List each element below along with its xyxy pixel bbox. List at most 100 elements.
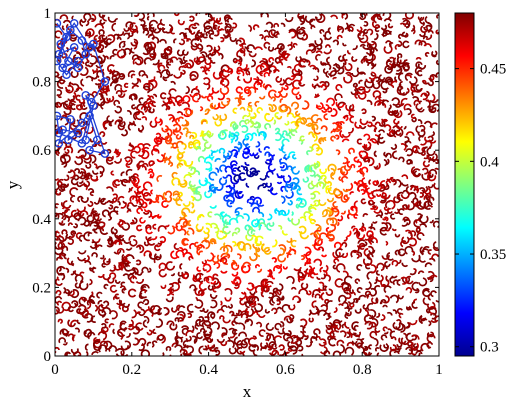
contour-segment [290, 239, 297, 248]
contour-segment [352, 45, 358, 51]
contour-segment [323, 312, 331, 321]
contour-segment [145, 226, 153, 235]
contour-segment [291, 101, 300, 110]
contour-segment [408, 319, 418, 326]
contour-segment [170, 250, 179, 260]
contour-segment [252, 152, 259, 157]
contour-segment [129, 142, 135, 148]
contour-segment [312, 66, 320, 73]
contour-segment [364, 79, 374, 89]
contour-segment [92, 67, 98, 73]
contour-segment [323, 104, 330, 111]
contour-segment [208, 154, 215, 160]
contour-segment [118, 220, 127, 228]
contour-segment [383, 124, 392, 132]
contour-segment [408, 76, 418, 85]
contour-segment [181, 248, 188, 254]
contour-segment [149, 173, 154, 179]
contour-segment [233, 282, 240, 290]
contour-segment [63, 253, 67, 260]
contour-segment [343, 236, 348, 242]
contour-segment [97, 300, 103, 305]
contour-segment [385, 240, 389, 246]
contour-segment [230, 261, 238, 267]
contour-segment [160, 69, 171, 79]
contour-segment [176, 162, 184, 169]
contour-segment [157, 333, 165, 341]
contour-segment [255, 140, 261, 148]
contour-segment [435, 72, 439, 79]
contour-segment [204, 63, 212, 70]
contour-segment [372, 90, 382, 99]
contour-segment [230, 121, 236, 128]
contour-segment [240, 42, 247, 47]
contour-segment [189, 284, 197, 292]
contour-segment [78, 170, 84, 179]
contour-segment [209, 299, 218, 309]
contour-segment [152, 93, 158, 98]
contour-segment [363, 28, 369, 34]
contour-segment [279, 161, 288, 172]
contour-segment [201, 147, 206, 152]
contour-segment [417, 352, 421, 356]
contour-segment [55, 189, 62, 196]
colorbar-tick-label: 0.45 [480, 62, 506, 78]
contour-segment [378, 129, 386, 133]
contour-segment [199, 307, 205, 312]
contour-segment [415, 125, 420, 134]
contour-segment [357, 184, 367, 191]
contour-segment [87, 200, 94, 207]
contour-segment [383, 159, 388, 167]
contour-segment [391, 275, 398, 279]
contour-segment [97, 273, 105, 278]
contour-segment [379, 343, 389, 352]
contour-segment [169, 26, 176, 35]
contour-segment [70, 270, 75, 276]
contour-segment [74, 269, 79, 276]
contour-segment [357, 239, 366, 244]
contour-segment [198, 277, 204, 283]
contour-segment [64, 148, 70, 155]
contour-segment [55, 306, 60, 315]
contour-segment [70, 260, 75, 267]
contour-segment [291, 166, 300, 175]
contour-segment [346, 230, 352, 238]
contour-segment [142, 181, 153, 191]
contour-segment [66, 23, 70, 30]
contour-segment [226, 199, 234, 208]
contour-segment [256, 128, 263, 135]
contour-segment [118, 299, 126, 306]
contour-segment [172, 196, 178, 201]
contour-segment [219, 230, 224, 234]
contour-segment [97, 331, 108, 341]
contour-segment [256, 200, 265, 207]
contour-segment [136, 207, 143, 215]
contour-segment [113, 239, 121, 246]
contour-segment [109, 310, 118, 320]
contour-segment [274, 209, 281, 215]
contour-segment [342, 156, 349, 165]
contour-segment [138, 13, 146, 21]
contour-segment [390, 80, 398, 87]
contour-segment [330, 130, 336, 134]
contour-segment [175, 133, 182, 140]
contour-segment [79, 18, 84, 27]
contour-segment [237, 141, 243, 151]
contour-segment [283, 84, 289, 91]
contour-segment [397, 85, 403, 92]
contour-segment [399, 128, 404, 138]
contour-segment [334, 134, 340, 140]
contour-segment [275, 76, 283, 83]
contour-segment [101, 262, 107, 268]
contour-segment [89, 55, 98, 65]
contour-segment [75, 52, 82, 60]
contour-segment [73, 212, 82, 220]
contour-segment [413, 268, 417, 273]
contour-segment [325, 187, 332, 194]
contour-segment [285, 180, 294, 189]
contour-segment [396, 279, 401, 286]
contour-segment [125, 247, 133, 251]
contour-segment [64, 183, 69, 188]
contour-segment [356, 169, 365, 178]
contour-segment [102, 300, 110, 307]
